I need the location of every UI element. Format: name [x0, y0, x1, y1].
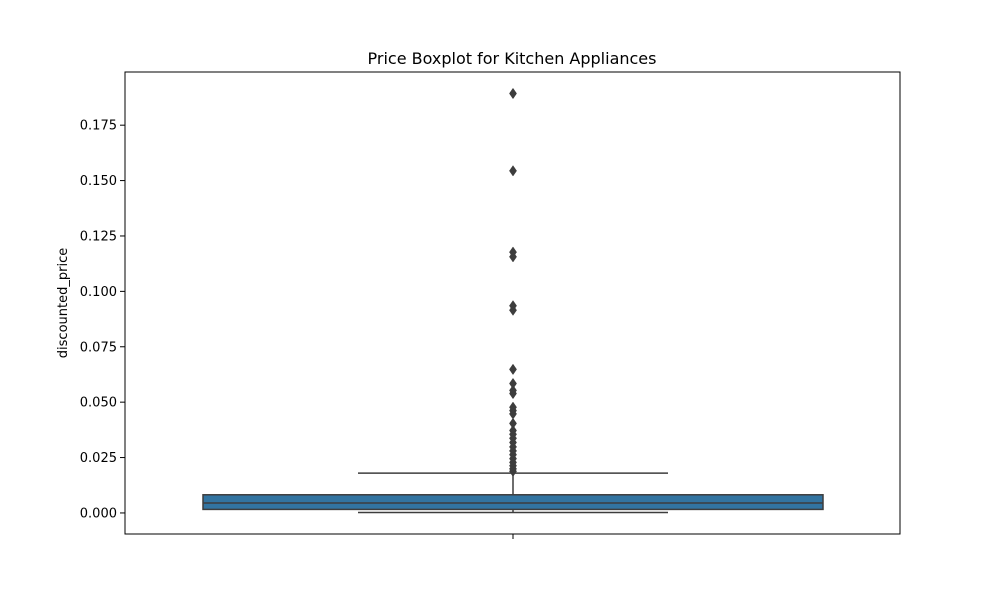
y-tick-label: 0.125: [80, 229, 117, 244]
outlier-point: [509, 165, 517, 177]
outlier-point: [509, 363, 517, 376]
y-tick-label: 0.000: [80, 506, 117, 521]
iqr-box: [202, 494, 824, 511]
y-axis-label: discounted_price: [56, 248, 71, 358]
y-tick-label: 0.100: [80, 285, 117, 300]
y-tick-label: 0.050: [80, 396, 117, 411]
outlier-point: [509, 251, 517, 263]
outlier-point: [509, 87, 517, 100]
y-tick-label: 0.025: [80, 451, 117, 466]
outlier-point: [509, 465, 517, 477]
y-tick-label: 0.075: [80, 340, 117, 355]
plot-frame: [124, 71, 901, 535]
plot-area: 0.000 0.025 0.050 0.075 0.100 0.125 0.150 0.175: [80, 87, 824, 539]
y-tick-label: 0.175: [80, 119, 117, 134]
chart-title: Price Boxplot for Kitchen Appliances: [368, 49, 657, 68]
outlier-point: [509, 304, 517, 316]
y-tick-label: 0.150: [80, 174, 117, 189]
outlier-point: [509, 387, 517, 400]
